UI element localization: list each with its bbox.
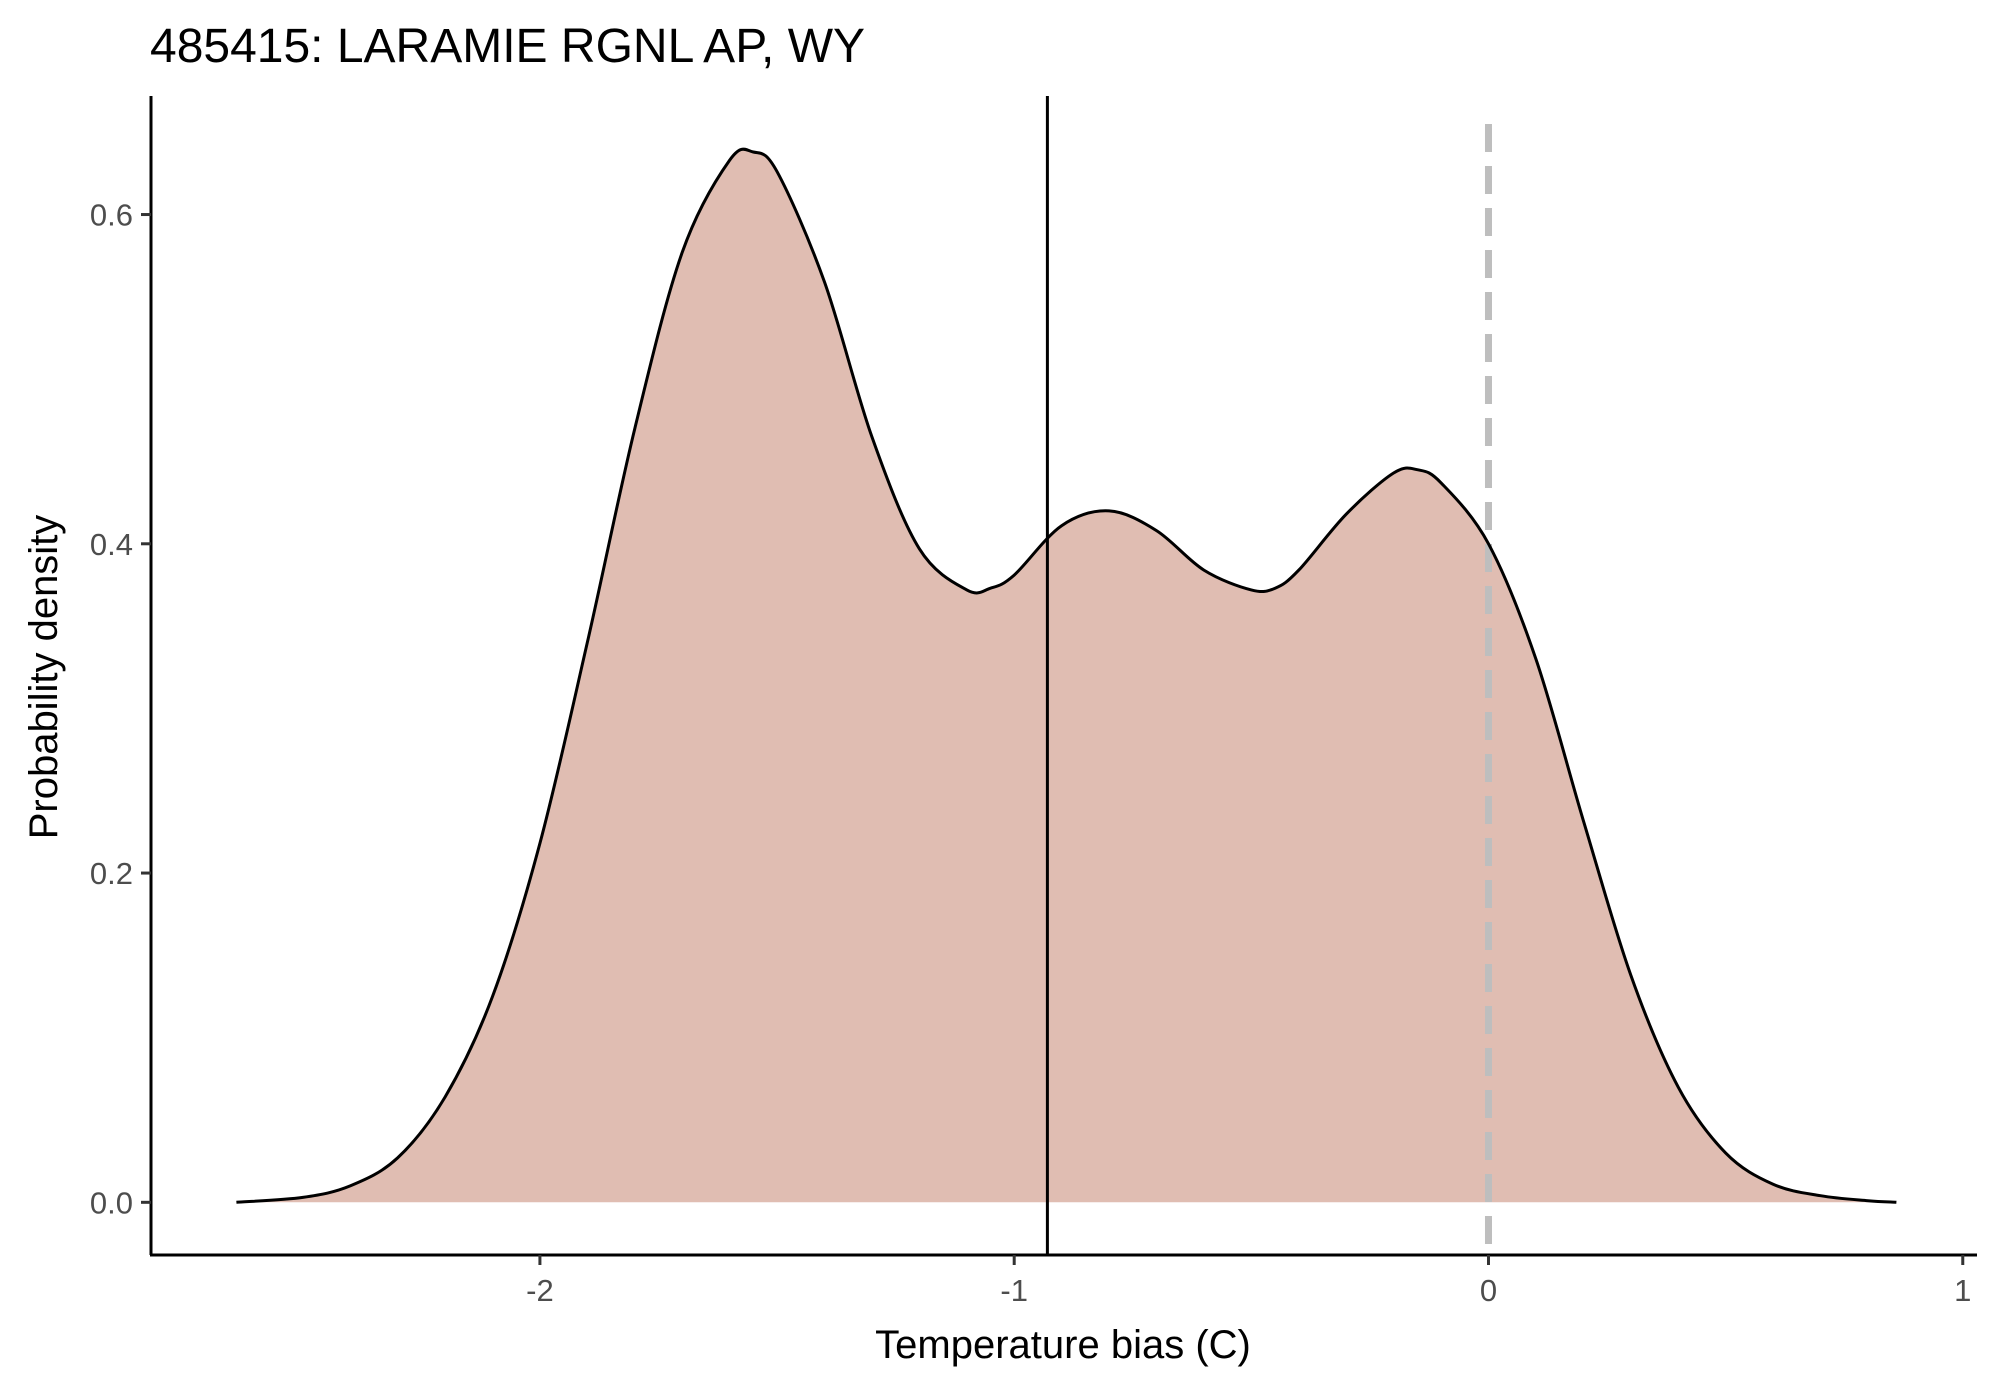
chart-title: 485415: LARAMIE RGNL AP, WY — [150, 20, 865, 73]
y-axis-title: Probability density — [22, 515, 66, 840]
density-curve — [236, 147, 1897, 1204]
y-tick-label: 0.6 — [90, 198, 133, 233]
x-tick-label: -1 — [1000, 1273, 1028, 1308]
x-tick-label: 1 — [1954, 1273, 1971, 1308]
x-axis-title: Temperature bias (C) — [875, 1323, 1251, 1367]
density-area — [236, 149, 1897, 1203]
y-tick-label: 0.0 — [90, 1185, 133, 1220]
y-tick-label: 0.2 — [90, 856, 133, 891]
x-axis-ticks: -2 -1 0 1 — [526, 1255, 1971, 1308]
x-tick-label: -2 — [526, 1273, 554, 1308]
y-tick-label: 0.4 — [90, 527, 133, 562]
x-tick-label: 0 — [1480, 1273, 1497, 1308]
y-axis-ticks: 0.0 0.2 0.4 0.6 — [90, 198, 151, 1220]
plot-panel — [236, 96, 1897, 1255]
